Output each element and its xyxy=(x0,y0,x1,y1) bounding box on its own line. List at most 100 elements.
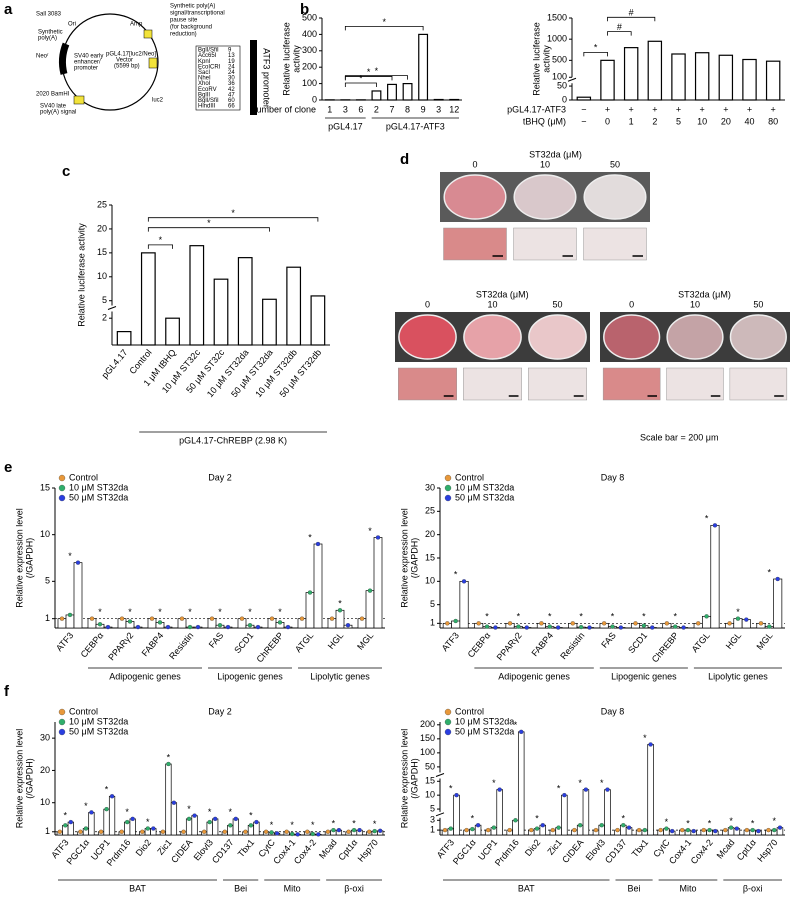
mean-dot xyxy=(360,617,364,621)
mean-dot xyxy=(621,823,625,827)
micrograph xyxy=(514,228,577,260)
micrograph xyxy=(667,368,724,400)
x-row-label: + xyxy=(700,104,705,114)
dose-label: 0 xyxy=(425,299,430,309)
significance-star: * xyxy=(751,818,755,828)
dose-title: ST32da (μM) xyxy=(529,149,582,159)
pause-site xyxy=(144,30,152,38)
group-label: BAT xyxy=(129,883,146,893)
promoter-segment xyxy=(62,44,66,74)
mean-dot xyxy=(535,827,539,831)
chart-title: Day 8 xyxy=(601,472,625,482)
comparison-bracket xyxy=(584,52,608,56)
mean-dot xyxy=(493,626,497,630)
micrograph xyxy=(584,228,647,260)
dish xyxy=(667,315,723,359)
bar xyxy=(166,318,180,345)
insert-site xyxy=(149,58,157,68)
bar xyxy=(388,84,397,100)
x-tick-label: SCD1 xyxy=(626,630,649,655)
mean-dot xyxy=(584,788,588,792)
significance-star: * xyxy=(535,814,539,824)
map-label: Synthetic poly(A) xyxy=(170,4,215,10)
y-tick-label: 500 xyxy=(302,12,317,22)
legend-marker xyxy=(445,729,451,735)
mean-dot xyxy=(151,827,155,831)
bar xyxy=(89,812,95,835)
mean-dot xyxy=(673,625,677,629)
y-tick-label: 1 xyxy=(430,824,435,834)
mean-dot xyxy=(637,828,641,832)
bar xyxy=(696,53,709,100)
x-tick-label: ChREBP xyxy=(255,630,286,664)
y-tick-label: 300 xyxy=(302,45,317,55)
mean-dot xyxy=(358,828,362,832)
mean-dot xyxy=(275,831,279,835)
site-name: HindIII xyxy=(198,104,216,110)
mean-dot xyxy=(713,523,717,527)
mean-dot xyxy=(723,828,727,832)
axis-break xyxy=(436,774,444,777)
y-tick-label: 50 xyxy=(557,80,567,90)
significance-star: * xyxy=(68,551,72,561)
legend-label: 50 μM ST32da xyxy=(455,726,514,736)
bar xyxy=(372,91,381,100)
panel-label: c xyxy=(62,163,70,180)
significance-star: * xyxy=(449,784,453,794)
mean-dot xyxy=(736,617,740,621)
significance-star: * xyxy=(98,607,102,617)
y-tick-label: 1 xyxy=(45,613,50,623)
dose-label: 10 xyxy=(487,299,497,309)
x-tick-label: 10 xyxy=(697,116,707,126)
y-tick-label: 5 xyxy=(102,295,107,305)
mean-dot xyxy=(642,624,646,628)
mean-dot xyxy=(166,762,170,766)
legend-label: 50 μM ST32da xyxy=(69,726,128,736)
significance-star: * xyxy=(311,820,315,830)
comparison-label: * xyxy=(231,208,235,218)
mean-dot xyxy=(63,823,67,827)
x-tick-label: 3 xyxy=(343,104,348,114)
x-tick-label: Tbx1 xyxy=(236,837,257,859)
mean-dot xyxy=(254,820,258,824)
dose-label: 10 xyxy=(690,299,700,309)
x-tick-label: 6 xyxy=(358,104,363,114)
mean-dot xyxy=(485,625,489,629)
significance-star: * xyxy=(772,816,776,826)
mean-dot xyxy=(213,817,217,821)
significance-star: * xyxy=(105,785,109,795)
x-tick-label: FAS xyxy=(599,630,618,649)
x-row-label: − xyxy=(581,104,586,114)
legend-marker xyxy=(445,475,451,481)
mean-dot xyxy=(376,535,380,539)
legend-label: 10 μM ST32da xyxy=(69,482,128,492)
x-tick-label: 40 xyxy=(744,116,754,126)
y-axis-label: Relative luciferase xyxy=(281,22,291,96)
x-tick-label: CD137 xyxy=(603,837,629,865)
x-tick-label: HGL xyxy=(326,630,346,651)
mean-dot xyxy=(378,829,382,833)
mean-dot xyxy=(228,823,232,827)
mean-dot xyxy=(650,626,654,630)
comparison-bracket xyxy=(608,32,632,36)
mean-dot xyxy=(664,827,668,831)
mean-dot xyxy=(759,621,763,625)
mean-dot xyxy=(443,828,447,832)
comparison-label: * xyxy=(359,73,363,83)
x-tick-label: 80 xyxy=(768,116,778,126)
mean-dot xyxy=(486,828,490,832)
bar xyxy=(605,790,611,835)
bar xyxy=(561,795,567,835)
x-tick-label: 3 xyxy=(436,104,441,114)
row-title: tBHQ (μM) xyxy=(523,116,566,126)
significance-star: * xyxy=(368,526,372,536)
dish xyxy=(604,315,660,359)
mean-dot xyxy=(150,617,154,621)
bar xyxy=(719,55,732,100)
map-label: reduction) xyxy=(170,32,197,38)
x-tick-label: Resistin xyxy=(167,630,195,661)
mean-dot xyxy=(571,621,575,625)
group-label: pGL4.17-ChREBP (2.98 K) xyxy=(179,435,287,445)
mean-dot xyxy=(766,828,770,832)
